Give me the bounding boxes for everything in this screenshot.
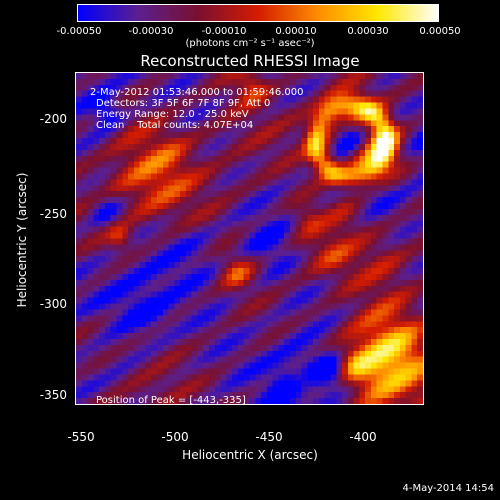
colorbar-tick: 0.00030 — [347, 26, 389, 37]
peak-position-label: Position of Peak = [-443,-335] — [96, 395, 246, 405]
footer-timestamp: 4-May-2014 14:54 — [402, 483, 494, 494]
x-tick: -450 — [255, 430, 283, 444]
y-tick: -300 — [39, 297, 67, 311]
clean-counts-label: Clean Total counts: 4.07E+04 — [96, 120, 254, 131]
colorbar-tick: -0.00010 — [201, 26, 247, 37]
y-tick: -200 — [39, 112, 67, 126]
y-axis-label: Heliocentric Y (arcsec) — [15, 172, 29, 308]
x-tick: -400 — [349, 430, 377, 444]
x-tick: -500 — [161, 430, 189, 444]
energy-range-label: Energy Range: 12.0 - 25.0 keV — [96, 109, 249, 120]
image-plot: 2-May-2012 01:53:46.000 to 01:59:46.000 … — [75, 72, 424, 405]
colorbar-units: (photons cm⁻² s⁻¹ asec⁻²) — [185, 38, 315, 49]
y-tick: -350 — [39, 388, 67, 402]
x-tick: -550 — [67, 430, 95, 444]
plot-title: Reconstructed RHESSI Image — [140, 52, 360, 70]
colorbar-tick: -0.00050 — [56, 26, 102, 37]
x-axis-label: Heliocentric X (arcsec) — [182, 448, 318, 462]
colorbar-tick: -0.00030 — [128, 26, 174, 37]
time-range-label: 2-May-2012 01:53:46.000 to 01:59:46.000 — [90, 87, 304, 98]
colorbar — [77, 4, 439, 22]
colorbar-tick: 0.00010 — [275, 26, 317, 37]
colorbar-tick: 0.00050 — [419, 26, 461, 37]
rhessi-image — [76, 73, 423, 404]
y-tick: -250 — [39, 207, 67, 221]
detectors-label: Detectors: 3F 5F 6F 7F 8F 9F, Att 0 — [96, 98, 271, 109]
